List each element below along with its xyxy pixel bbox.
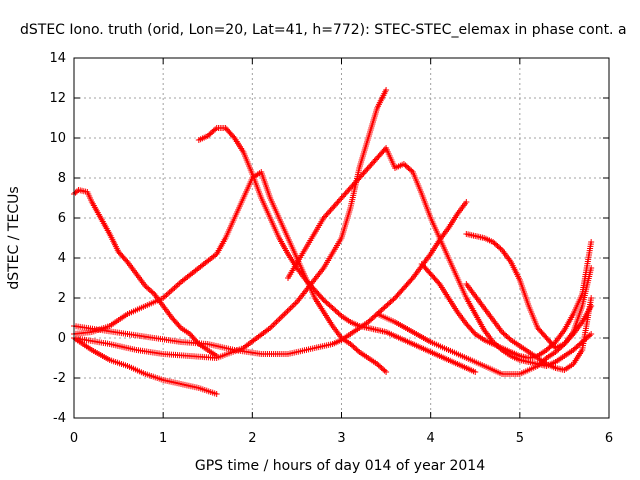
y-tick-label: 4 xyxy=(58,251,66,266)
plus-markers xyxy=(71,187,220,359)
y-tick-label: 0 xyxy=(58,331,66,346)
y-tick-label: 6 xyxy=(58,211,66,226)
y-tick-label: 8 xyxy=(58,171,66,186)
y-tick-label: -4 xyxy=(53,411,66,426)
grid xyxy=(74,58,609,418)
y-tick-label: 12 xyxy=(49,91,66,106)
x-tick-label: 4 xyxy=(427,431,435,446)
plus-markers xyxy=(195,125,479,375)
plus-markers xyxy=(374,303,595,377)
data-series-2 xyxy=(71,335,220,397)
plot-frame xyxy=(73,57,610,419)
x-tick-label: 5 xyxy=(516,431,524,446)
data-series-1 xyxy=(71,187,220,359)
x-tick-label: 6 xyxy=(605,431,613,446)
y-axis-label: dSTEC / TECUs xyxy=(6,186,22,289)
chart-title: dSTEC Iono. truth (orid, Lon=20, Lat=41,… xyxy=(20,22,627,38)
y-tick-label: 14 xyxy=(49,51,66,66)
x-tick-label: 3 xyxy=(337,431,345,446)
data-series-group xyxy=(71,87,595,397)
plus-markers xyxy=(463,231,595,351)
plus-markers xyxy=(463,281,595,373)
y-tick-label: 2 xyxy=(58,291,66,306)
y-tick-label: -2 xyxy=(53,371,66,386)
x-tick-label: 1 xyxy=(159,431,167,446)
data-series-11 xyxy=(463,281,595,373)
y-tick-label: 10 xyxy=(49,131,66,146)
x-axis-label: GPS time / hours of day 014 of year 2014 xyxy=(195,458,485,474)
plus-markers xyxy=(71,199,470,357)
data-series-4 xyxy=(71,199,470,357)
data-series-9 xyxy=(463,231,595,351)
data-series-6 xyxy=(195,125,479,375)
x-tick-label: 0 xyxy=(70,431,78,446)
x-tick-label: 2 xyxy=(248,431,256,446)
